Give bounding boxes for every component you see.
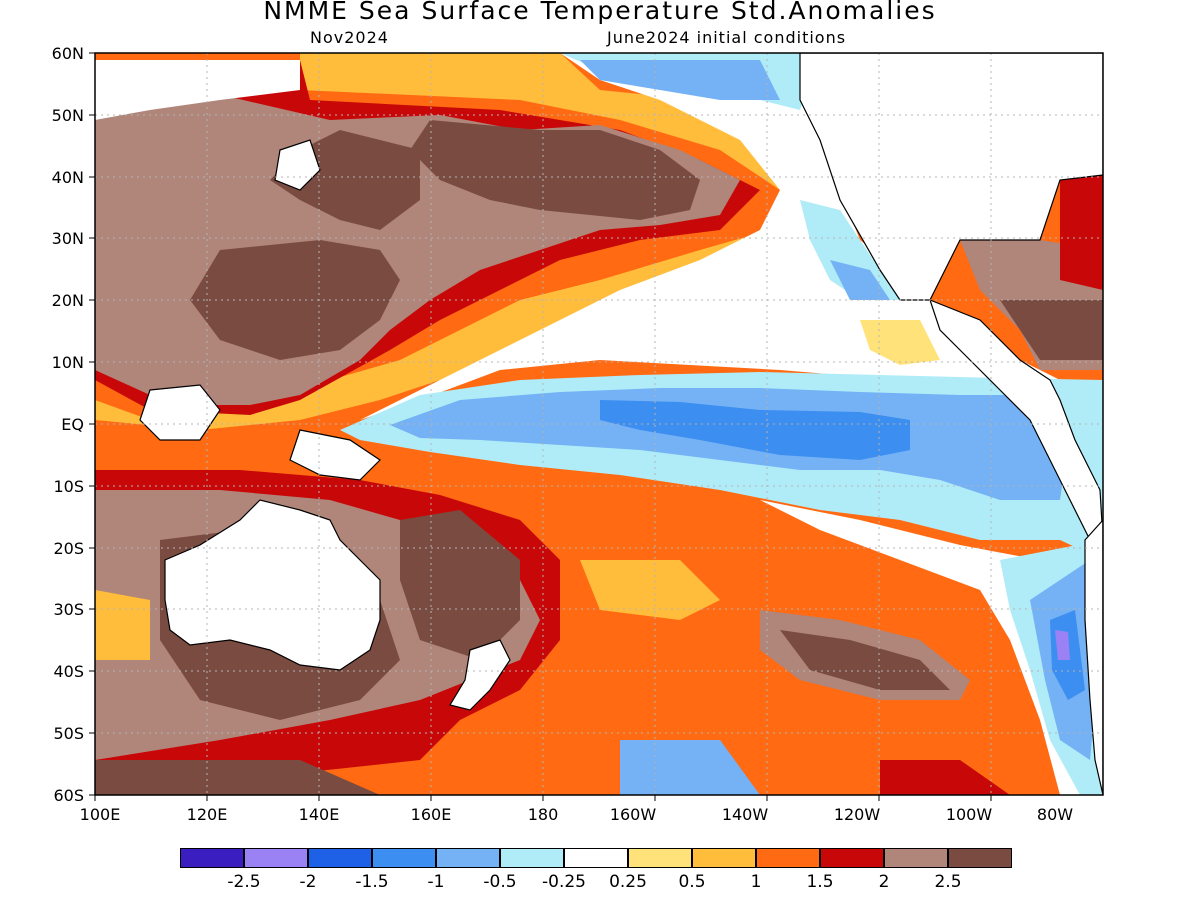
land-borneo — [139, 384, 221, 441]
colorbar-label: 1 — [750, 872, 762, 892]
colorbar-swatch — [948, 848, 1012, 868]
anomaly-caribbean-brown — [1000, 300, 1103, 360]
colorbar-swatch — [564, 848, 628, 868]
anomaly-kuroshio-brown — [410, 120, 700, 220]
lon-label: 140W — [722, 805, 769, 824]
land-new-guinea — [289, 429, 381, 481]
anomaly-peru-coast-purple — [1055, 630, 1070, 660]
latitude-labels: 60N 50N 40N 30N 20N 10N EQ 10S 20S 30S 4… — [52, 44, 84, 805]
anomaly-california-coast-light-blue — [800, 200, 900, 300]
lat-label: 10N — [52, 353, 84, 372]
land-new-zealand — [449, 639, 511, 711]
land-australia — [164, 499, 381, 671]
colorbar-label: -0.5 — [483, 872, 517, 892]
anomaly-coral-sea-brown — [400, 510, 520, 660]
lat-label: 60N — [52, 44, 84, 63]
colorbar-label: 0.5 — [678, 872, 706, 892]
lon-label: 100W — [946, 805, 993, 824]
lat-label: 30N — [52, 229, 84, 248]
lat-label: 50N — [52, 106, 84, 125]
anomaly-southern-ocean-blue — [620, 740, 760, 795]
lat-label: 20S — [53, 539, 84, 558]
colorbar-swatch — [180, 848, 244, 868]
lat-label: 20N — [52, 291, 84, 310]
colorbar-label: -0.25 — [542, 872, 586, 892]
lat-label: 30S — [53, 600, 84, 619]
lon-label: 120W — [834, 805, 881, 824]
colorbar-swatch — [628, 848, 692, 868]
lat-label: 10S — [53, 477, 84, 496]
lon-label: 120E — [187, 805, 228, 824]
anomaly-south-central-brown — [780, 630, 950, 690]
colorbar-swatch — [372, 848, 436, 868]
anomaly-cold-tongue-core — [600, 400, 910, 460]
lon-label: 100E — [80, 805, 121, 824]
anomaly-field — [95, 53, 1103, 795]
colorbar-swatch — [244, 848, 308, 868]
colorbar-label: 1.5 — [806, 872, 834, 892]
lat-label: 50S — [53, 724, 84, 743]
lon-label: 160E — [411, 805, 452, 824]
lon-label: 160W — [610, 805, 657, 824]
colorbar-swatch — [820, 848, 884, 868]
anomaly-mexico-offshore-yellow — [860, 320, 940, 365]
lat-label: 40N — [52, 168, 84, 187]
anomaly-southern-ocean-red — [880, 760, 1010, 795]
initial-conditions-label: June2024 initial conditions — [607, 28, 847, 47]
colorbar-swatch — [884, 848, 948, 868]
graticule — [95, 53, 1103, 795]
lat-label: EQ — [61, 415, 84, 434]
anomaly-california-coast-blue — [830, 260, 890, 300]
lat-label: 60S — [53, 786, 84, 805]
anomaly-indian-ocean-orange — [95, 590, 150, 660]
colorbar-label: 2.5 — [934, 872, 962, 892]
land-asia-north — [95, 60, 300, 120]
colorbar-swatch — [692, 848, 756, 868]
land-japan — [274, 139, 321, 191]
anomaly-south-pacific-orange-patch — [580, 560, 720, 620]
longitude-labels: 100E 120E 140E 160E 180 160W 140W 120W 1… — [80, 805, 1074, 824]
lon-label: 180 — [528, 805, 559, 824]
colorbar-label: 2 — [878, 872, 890, 892]
colorbar-label: -1.5 — [355, 872, 389, 892]
axis-ticks — [89, 52, 992, 801]
valid-month-label: Nov2024 — [310, 28, 389, 47]
colorbar-label: -2.5 — [227, 872, 261, 892]
map-title: NMME Sea Surface Temperature Std.Anomali… — [263, 0, 937, 25]
colorbar-swatch — [308, 848, 372, 868]
colorbar-label: -2 — [299, 872, 317, 892]
colorbar-label: 0.25 — [609, 872, 647, 892]
lon-label: 140E — [299, 805, 340, 824]
lon-label: 80W — [1037, 805, 1073, 824]
colorbar-swatch — [500, 848, 564, 868]
anomaly-atlantic-red — [1060, 175, 1103, 290]
colorbar-label: -1 — [427, 872, 445, 892]
land-south-america — [1084, 519, 1103, 795]
colorbar-swatch — [436, 848, 500, 868]
anomaly-southern-ocean-brown — [95, 760, 380, 795]
colorbar-swatch — [756, 848, 820, 868]
lat-label: 40S — [53, 662, 84, 681]
anomaly-alaska-gyre-blue — [580, 60, 780, 100]
